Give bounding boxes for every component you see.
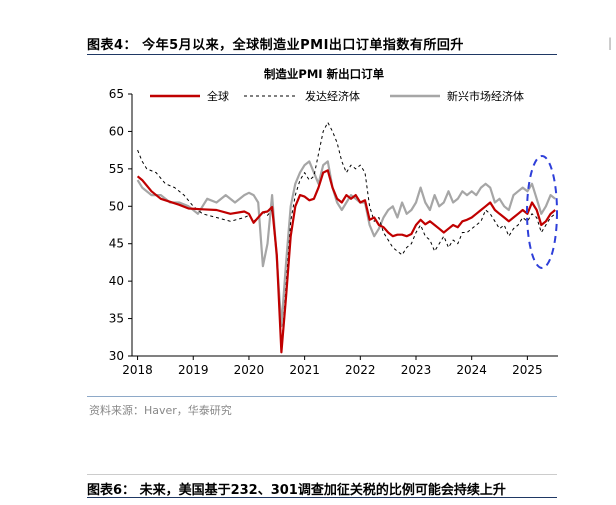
y-tick-label: 30 [109,349,124,363]
source-rule [87,396,557,397]
y-tick-label: 50 [109,199,124,213]
series-line-developed [137,121,556,349]
figure-6-title: 图表6： 未来，美国基于232、301调查加征关税的比例可能会持续上升 [87,483,506,498]
legend-label-global: 全球 [207,89,229,103]
legend-label-developed: 发达经济体 [305,89,360,103]
y-tick-label: 60 [109,124,124,138]
series-lines [136,121,556,354]
x-tick-label: 2020 [234,363,265,377]
clipped-neighbor-mark: | [608,36,613,50]
x-tick-label: 2025 [512,363,543,377]
chart-title: 制造业PMI 新出口订单 [264,67,385,81]
x-tick-label: 2023 [401,363,432,377]
figure-6-top-rule [87,474,557,475]
y-tick-label: 65 [109,87,124,101]
y-tick-label: 35 [109,312,124,326]
title-underline [87,54,557,55]
y-tick-label: 45 [109,237,124,251]
x-tick-label: 2022 [345,363,376,377]
y-tick-label: 40 [109,274,124,288]
figure-6-underline [87,497,557,498]
y-tick-label: 55 [109,162,124,176]
legend: 全球 发达经济体 新兴市场经济体 [150,89,524,103]
x-tick-label: 2018 [122,363,153,377]
series-line-emerging [136,160,556,328]
source-note: 资料来源：Haver，华泰研究 [89,404,232,417]
figure-4-title: 图表4： 今年5月以来，全球制造业PMI出口订单指数有所回升 [87,38,464,53]
x-tick-label: 2019 [178,363,209,377]
figure-4-header: 图表4： 今年5月以来，全球制造业PMI出口订单指数有所回升 [87,34,557,53]
series-line-global [136,169,556,354]
x-tick-label: 2024 [456,363,487,377]
axes: 30 35 40 45 50 55 60 65 2018 2019 2020 2021 2022 2023… [109,87,558,377]
legend-label-emerging: 新兴市场经济体 [447,89,524,103]
highlight-ellipse [526,155,558,269]
pmi-chart: 制造业PMI 新出口订单 全球 发达经济体 新兴市场经济体 30 35 40 45 50… [109,67,558,377]
x-tick-label: 2021 [289,363,320,377]
